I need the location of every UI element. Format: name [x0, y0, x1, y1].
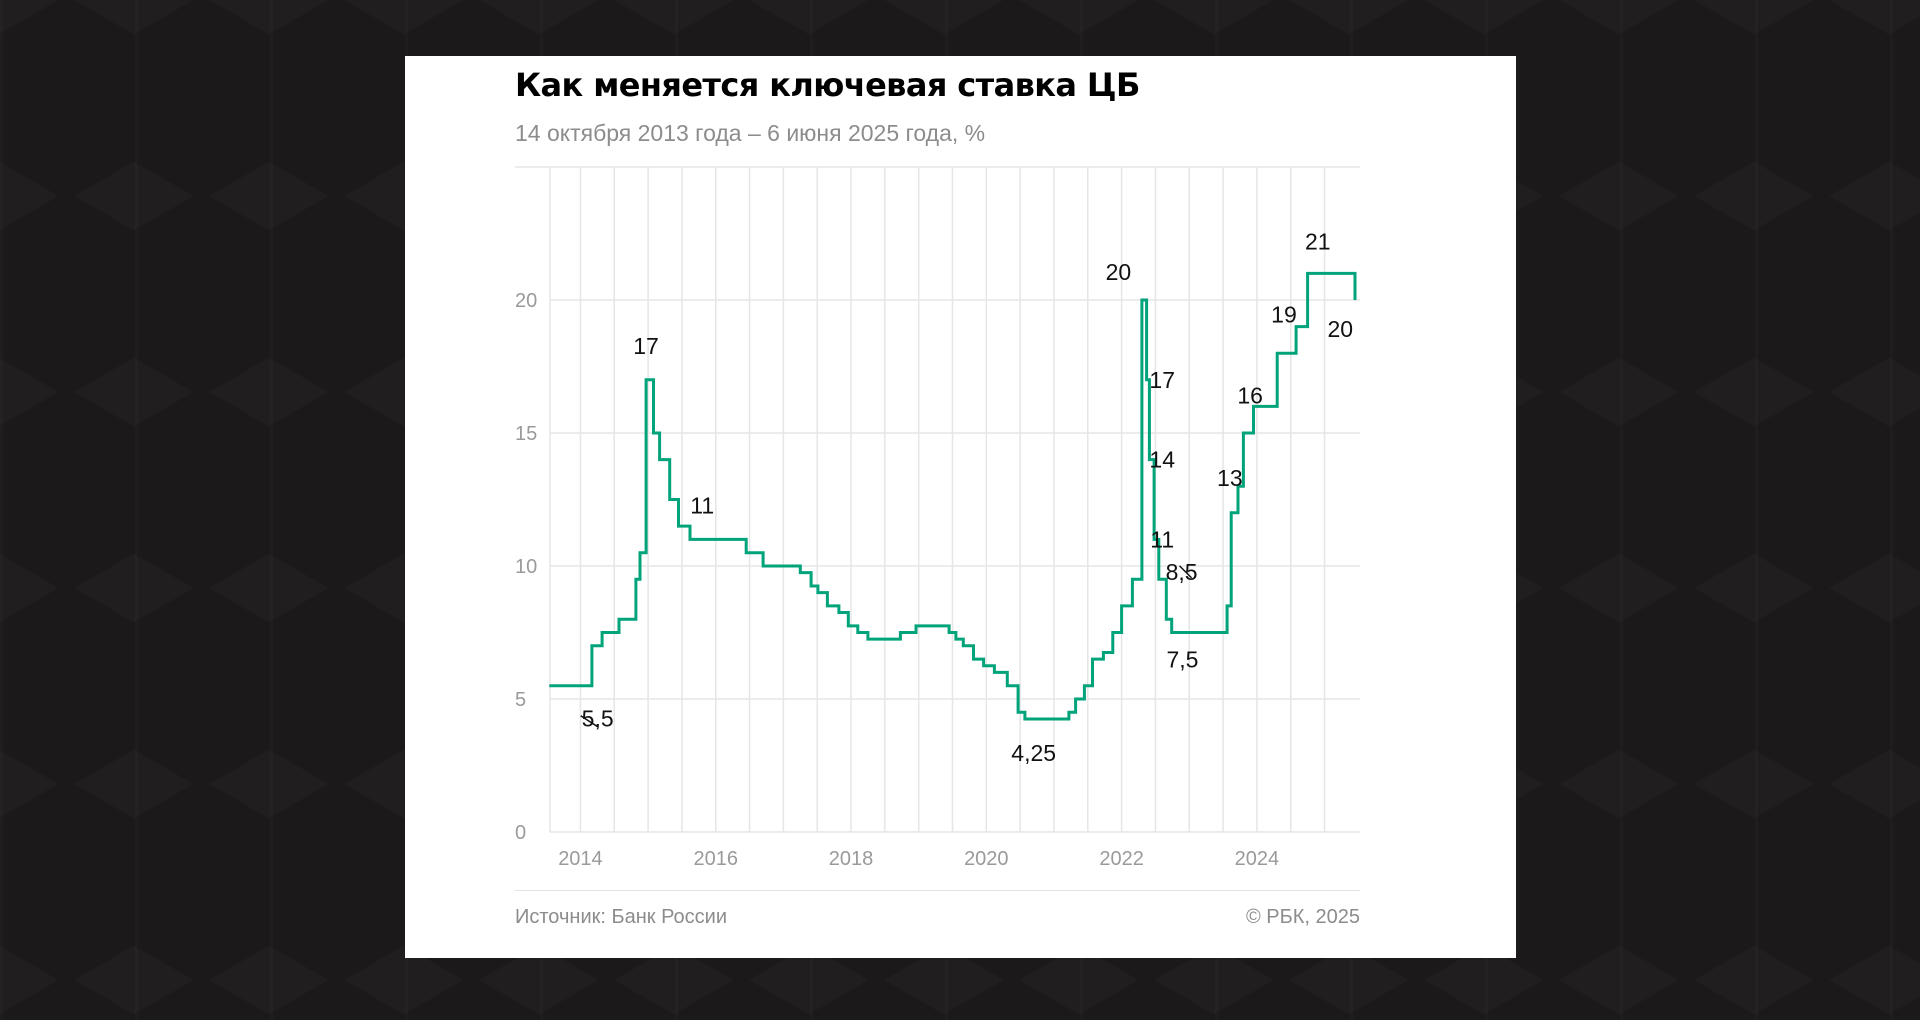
x-tick-label: 2022: [1099, 848, 1144, 870]
data-label: 7,5: [1167, 647, 1199, 673]
x-tick-label: 2016: [693, 848, 738, 870]
key-rate-line: [549, 271, 1357, 721]
data-label: 17: [633, 333, 659, 359]
label-leader-line: [1179, 565, 1193, 579]
x-tick-label: 2014: [558, 848, 603, 870]
footer-divider: [515, 890, 1360, 891]
data-label: 4,25: [1011, 740, 1056, 766]
series-layer: [549, 271, 1357, 721]
axes: 0 5 10 15 20 2014 2016 2018 2020 2022 2024: [515, 290, 1279, 870]
source-text: Источник: Банк России: [515, 906, 728, 928]
data-label: 14: [1149, 447, 1175, 473]
data-label: 19: [1271, 302, 1297, 328]
x-tick-label: 2024: [1235, 848, 1280, 870]
data-label: 11: [690, 492, 714, 518]
grid: [515, 166, 1360, 833]
chart-title: Как меняется ключевая ставка ЦБ: [515, 66, 1140, 104]
label-leader-line: [580, 715, 599, 728]
chart-card: Как меняется ключевая ставка ЦБ 14 октяб…: [405, 56, 1516, 958]
data-labels: 5,5 17 11 4,25 20 17 14 11 7,5 8,5 13 16 19 21 20: [580, 228, 1353, 766]
y-tick-label: 10: [515, 556, 537, 578]
data-label: 21: [1305, 228, 1331, 254]
data-label: 16: [1237, 382, 1263, 408]
copyright-text: © РБК, 2025: [1245, 906, 1360, 928]
x-tick-label: 2018: [829, 848, 874, 870]
data-label: 13: [1217, 465, 1243, 491]
data-label: 20: [1327, 316, 1353, 342]
y-tick-label: 15: [515, 423, 537, 445]
data-label: 20: [1106, 259, 1132, 285]
data-label: 17: [1149, 367, 1175, 393]
data-label: 5,5: [582, 706, 614, 732]
data-label: 8,5: [1166, 559, 1198, 585]
chart-subtitle: 14 октября 2013 года – 6 июня 2025 года,…: [515, 120, 986, 146]
y-tick-label: 5: [515, 689, 526, 711]
data-label: 11: [1150, 526, 1174, 552]
x-tick-label: 2020: [964, 848, 1009, 870]
y-tick-label: 0: [515, 822, 526, 844]
y-tick-label: 20: [515, 290, 537, 312]
